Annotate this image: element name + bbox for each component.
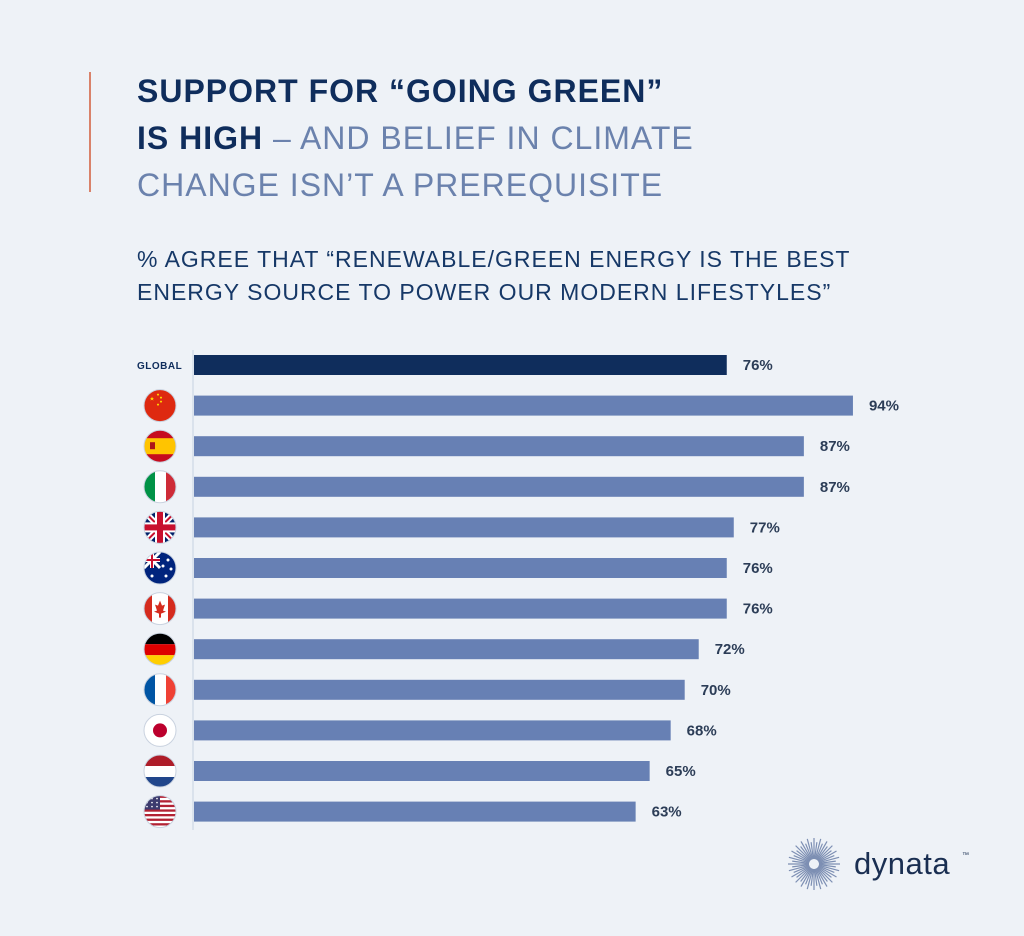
value-label: 87%	[820, 438, 850, 455]
brand-trademark: ™	[962, 852, 969, 859]
china-flag-icon	[143, 389, 177, 423]
bar-united-states	[194, 801, 636, 822]
value-label: 68%	[687, 722, 717, 739]
brand-name: dynata	[854, 846, 951, 881]
category-label-global: GLOBAL	[137, 361, 182, 372]
value-label: 76%	[743, 560, 773, 577]
bar-netherlands	[194, 761, 650, 781]
headline-line2-light: – AND BELIEF IN CLIMATE	[263, 120, 694, 156]
bar-united-kingdom	[194, 517, 734, 538]
value-label: 65%	[666, 763, 696, 780]
germany-flag-icon	[143, 632, 177, 666]
bar-france	[194, 679, 685, 700]
france-flag-icon	[143, 673, 177, 707]
bar-canada	[194, 598, 727, 619]
value-label: 70%	[701, 682, 731, 699]
headline-line3: CHANGE ISN’T A PREREQUISITE	[137, 167, 664, 203]
value-label: 76%	[743, 357, 773, 374]
bar-japan	[194, 720, 671, 741]
canada-flag-icon	[143, 592, 177, 626]
value-label: 77%	[750, 519, 780, 536]
japan-flag-icon	[143, 713, 177, 747]
accent-rule	[89, 72, 91, 192]
subtitle-line2: ENERGY SOURCE TO POWER OUR MODERN LIFEST…	[137, 279, 832, 305]
bar-chart: 76% 94% 87% 87% 77% 76% 76% 72% 70% 68% 65% 63% GLOB…	[137, 350, 899, 830]
netherlands-flag-icon	[143, 754, 177, 788]
bar-italy	[194, 476, 804, 497]
dynata-logo: dynata ™	[782, 836, 972, 896]
subtitle-line1: % AGREE THAT “RENEWABLE/GREEN ENERGY IS …	[137, 246, 851, 272]
australia-flag-icon	[143, 551, 177, 585]
headline-line2-strong: IS HIGH	[137, 120, 264, 156]
bar-china	[194, 395, 853, 416]
value-label: 72%	[715, 641, 745, 658]
usa-flag-icon	[143, 795, 177, 829]
bar-australia	[194, 558, 727, 578]
bar-spain	[194, 436, 804, 457]
value-label: 87%	[820, 479, 850, 496]
bar-germany	[194, 639, 699, 660]
value-label: 94%	[869, 398, 899, 415]
value-label: 63%	[652, 804, 682, 821]
italy-flag-icon	[143, 470, 177, 504]
value-label: 76%	[743, 601, 773, 618]
headline: SUPPORT FOR “GOING GREEN” IS HIGH – AND …	[137, 68, 897, 209]
headline-line1: SUPPORT FOR “GOING GREEN”	[137, 73, 664, 109]
chart-subtitle: % AGREE THAT “RENEWABLE/GREEN ENERGY IS …	[137, 243, 957, 309]
starburst-icon	[788, 838, 840, 890]
bar-global	[194, 355, 727, 375]
spain-flag-icon	[143, 429, 177, 463]
uk-flag-icon	[143, 510, 177, 544]
